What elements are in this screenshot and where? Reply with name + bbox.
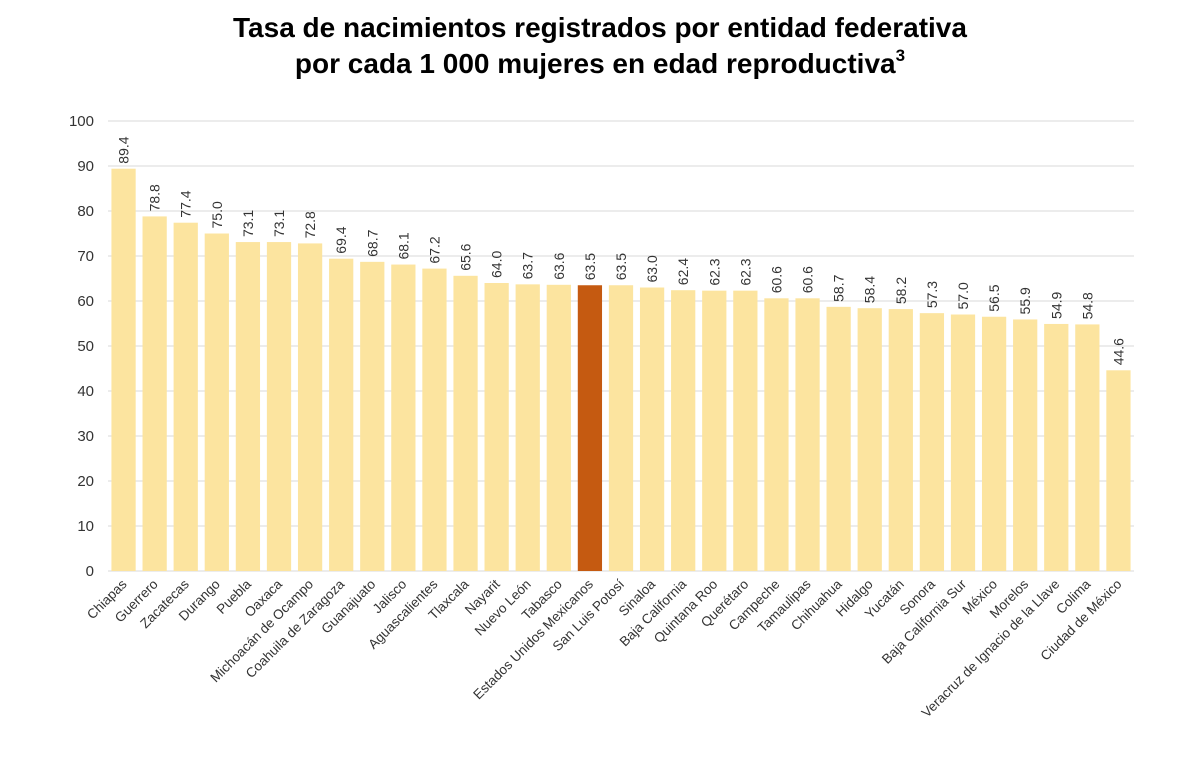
- bar: [484, 283, 509, 571]
- bar: [142, 216, 167, 571]
- bar: [919, 313, 945, 571]
- bar: [235, 242, 261, 572]
- title-footnote-marker: 3: [895, 46, 906, 65]
- bar-value-label: 68.1: [395, 232, 411, 259]
- bar: [173, 222, 198, 571]
- bar: [453, 275, 478, 571]
- chart-title-line-2: por cada 1 000 mujeres en edad reproduct…: [0, 46, 1200, 82]
- bar-value-label: 44.6: [1110, 338, 1126, 365]
- y-tick-label: 10: [77, 518, 94, 535]
- y-tick-label: 100: [69, 113, 94, 130]
- bar-value-label: 62.3: [706, 258, 722, 285]
- bar: [733, 290, 758, 571]
- bar-value-label: 68.7: [364, 229, 380, 256]
- bar-value-label: 63.5: [582, 253, 598, 280]
- bar: [981, 316, 1007, 571]
- bar: [888, 309, 913, 571]
- chart-title-line-1: Tasa de nacimientos registrados por enti…: [233, 12, 967, 43]
- y-tick-label: 30: [77, 428, 94, 445]
- y-tick-label: 50: [77, 338, 94, 355]
- bar-value-label: 78.8: [147, 184, 163, 211]
- y-tick-label: 40: [77, 383, 94, 400]
- bar-value-label: 77.4: [178, 190, 194, 217]
- bar-value-label: 63.5: [613, 253, 629, 280]
- bar-value-label: 54.9: [1048, 291, 1064, 318]
- bar: [950, 314, 976, 571]
- bar-value-label: 62.3: [737, 258, 753, 285]
- y-tick-label: 0: [86, 563, 94, 580]
- bar: [297, 243, 323, 571]
- bar: [422, 268, 447, 571]
- bar: [204, 233, 229, 571]
- bar-highlight: [577, 285, 603, 571]
- chart-title: Tasa de nacimientos registrados por enti…: [0, 10, 1200, 82]
- bar-value-label: 73.1: [271, 210, 287, 237]
- bar: [1013, 319, 1038, 571]
- chart-title-line-2-text: por cada 1 000 mujeres en edad reproduct…: [294, 48, 896, 79]
- bar-value-label: 63.7: [520, 252, 536, 279]
- bar: [639, 287, 665, 571]
- bar-value-label: 55.9: [1017, 287, 1033, 314]
- bar-value-label: 57.3: [924, 281, 940, 308]
- bar-value-label: 58.4: [862, 276, 878, 303]
- bar-value-label: 89.4: [116, 136, 132, 163]
- bar-value-label: 54.8: [1079, 292, 1095, 319]
- bar: [329, 258, 354, 571]
- y-axis: 0 10 20 30 40 50 60 70 80 90 100: [69, 113, 94, 580]
- bar: [1044, 323, 1069, 571]
- y-tick-label: 70: [77, 248, 94, 265]
- bar-value-label: 56.5: [986, 284, 1002, 311]
- y-tick-label: 90: [77, 158, 94, 175]
- bar-value-label: 60.6: [800, 266, 816, 293]
- y-tick-label: 60: [77, 293, 94, 310]
- bar: [1106, 370, 1131, 571]
- bar: [702, 290, 727, 571]
- bar: [764, 298, 789, 571]
- bar-value-label: 58.7: [831, 274, 847, 301]
- bar: [111, 168, 136, 571]
- bar-value-label: 67.2: [426, 236, 442, 263]
- bar: [671, 290, 696, 571]
- bar: [795, 298, 820, 571]
- bar-value-label: 57.0: [955, 282, 971, 309]
- bar: [857, 308, 882, 571]
- y-tick-label: 20: [77, 473, 94, 490]
- bar-value-label: 72.8: [302, 211, 318, 238]
- bar-value-label: 65.6: [458, 243, 474, 270]
- y-tick-label: 80: [77, 203, 94, 220]
- value-labels: 89.4 78.8 77.4 75.0 73.1 73.1 72.8 69.4 68.7 68.1…: [116, 136, 1127, 365]
- x-axis: ChiapasGuerreroZacatecasDurangoPueblaOax…: [84, 576, 1125, 720]
- bar: [360, 261, 385, 571]
- bar: [826, 306, 851, 571]
- bar: [546, 284, 571, 571]
- bar-value-label: 73.1: [240, 210, 256, 237]
- bar-value-label: 69.4: [333, 226, 349, 253]
- bar-value-label: 62.4: [675, 258, 691, 285]
- bars: [111, 168, 1131, 572]
- bar-value-label: 64.0: [489, 251, 505, 278]
- bar-value-label: 75.0: [209, 201, 225, 228]
- bar-value-label: 63.0: [644, 255, 660, 282]
- bar: [608, 285, 634, 571]
- bar: [391, 264, 416, 571]
- bar: [1075, 324, 1100, 571]
- bar-value-label: 63.6: [551, 252, 567, 279]
- bar: [266, 242, 292, 572]
- bar-value-label: 58.2: [893, 277, 909, 304]
- bar: [515, 284, 540, 571]
- bar-value-label: 60.6: [768, 266, 784, 293]
